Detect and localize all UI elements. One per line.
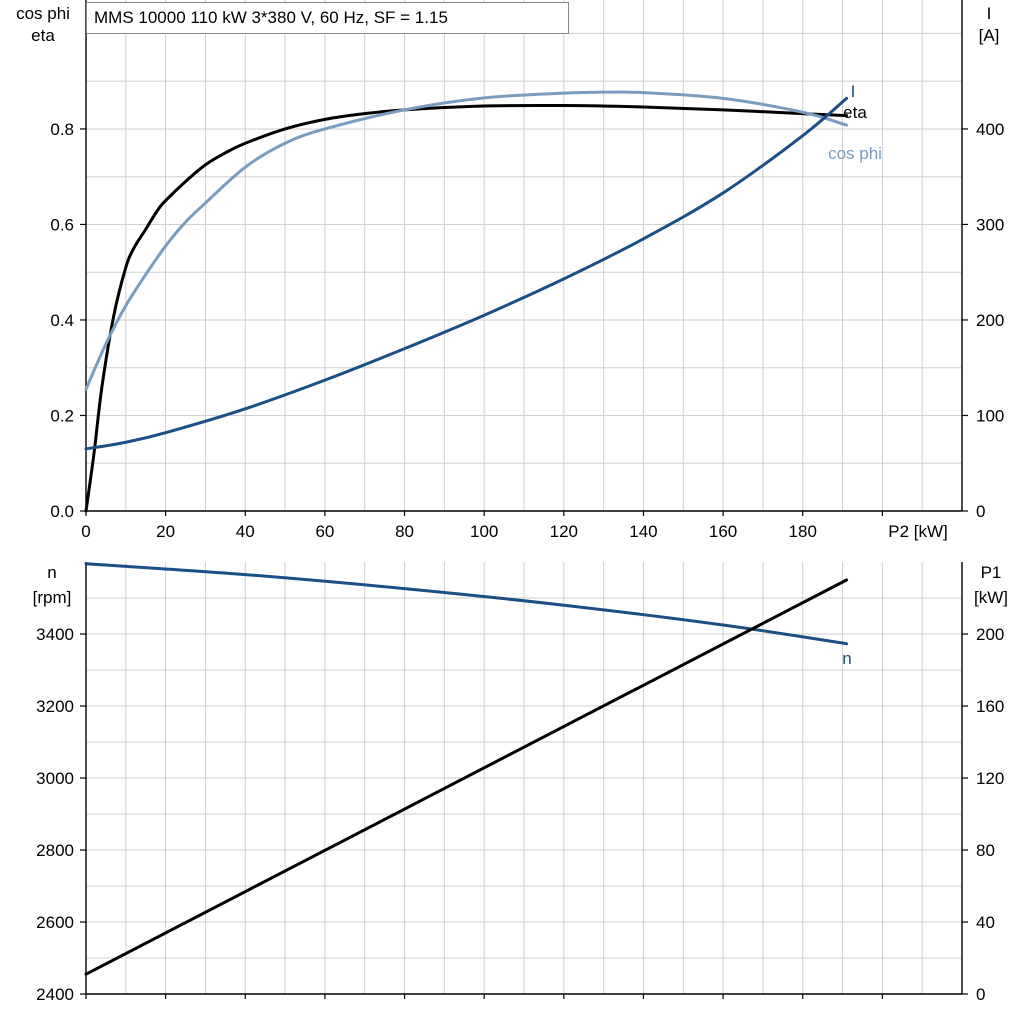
series-label-cos-phi: cos phi	[828, 144, 882, 163]
chart-title: MMS 10000 110 kW 3*380 V, 60 Hz, SF = 1.…	[94, 8, 448, 27]
left-tick-label: 3000	[36, 769, 74, 788]
top-chart: 0.0 0.2 0.4 0.6 0.8 0 100 200 300 400 0 20 40 60 80 100…	[16, 0, 1004, 541]
series-label-I: I	[851, 82, 856, 101]
right-tick-label: 100	[976, 406, 1004, 425]
right-tick-label: 0	[976, 502, 985, 521]
right-tick-label: 120	[976, 769, 1004, 788]
top-left-axis-title-line1: cos phi	[16, 4, 70, 23]
series-line-n	[84, 562, 849, 646]
bottom-series	[84, 562, 849, 976]
left-tick-label: 0.4	[50, 311, 74, 330]
top-grid	[86, 0, 963, 511]
right-tick-label: 200	[976, 625, 1004, 644]
bottom-ticks: 2400 2600 2800 3000 3200 3400 0 40 80 120 160 200	[36, 625, 1004, 1004]
x-tick-label: 180	[789, 522, 817, 541]
left-tick-label: 0.0	[50, 502, 74, 521]
right-tick-label: 80	[976, 841, 995, 860]
left-tick-label: 3200	[36, 697, 74, 716]
chart-title-box	[86, 2, 569, 34]
left-tick-label: 2400	[36, 985, 74, 1004]
series-label-n: n	[842, 649, 851, 668]
x-tick-label: 40	[236, 522, 255, 541]
top-axes	[85, 0, 963, 512]
right-tick-label: 160	[976, 697, 1004, 716]
top-ticks: 0.0 0.2 0.4 0.6 0.8 0 100 200 300 400 0 20 40 60 80 100…	[50, 120, 1004, 541]
right-tick-label: 40	[976, 913, 995, 932]
right-tick-label: 300	[976, 215, 1004, 234]
bottom-series-labels: n	[842, 649, 851, 668]
left-tick-label: 3400	[36, 625, 74, 644]
series-line-I	[84, 96, 849, 451]
bottom-chart: 2400 2600 2800 3000 3200 3400 0 40 80 120 160 200 n…	[33, 562, 1008, 1004]
bottom-left-axis-title-line2: [rpm]	[33, 588, 72, 607]
x-tick-label: 0	[81, 522, 90, 541]
left-tick-label: 0.2	[50, 406, 74, 425]
x-tick-label: 100	[470, 522, 498, 541]
x-tick-label: 160	[709, 522, 737, 541]
series-line-p1	[84, 578, 849, 976]
left-tick-label: 2600	[36, 913, 74, 932]
top-right-axis-title-line1: I	[987, 4, 992, 23]
x-tick-label: 140	[629, 522, 657, 541]
left-tick-label: 0.6	[50, 215, 74, 234]
x-tick-label: 120	[550, 522, 578, 541]
x-tick-label: 60	[315, 522, 334, 541]
series-line-cos-phi	[84, 90, 849, 391]
top-right-axis-title-line2: [A]	[979, 26, 1000, 45]
left-tick-label: 2800	[36, 841, 74, 860]
bottom-grid	[86, 562, 963, 994]
top-series-labels: eta cos phi I	[828, 82, 882, 163]
bottom-right-axis-title-line1: P1	[981, 563, 1002, 582]
bottom-left-axis-title-line1: n	[47, 563, 56, 582]
right-tick-label: 0	[976, 985, 985, 1004]
series-line-eta	[84, 103, 849, 513]
series-label-eta: eta	[843, 103, 867, 122]
top-x-axis-title: P2 [kW]	[888, 522, 948, 541]
right-tick-label: 200	[976, 311, 1004, 330]
left-tick-label: 0.8	[50, 120, 74, 139]
right-tick-label: 400	[976, 120, 1004, 139]
top-left-axis-title-line2: eta	[31, 26, 55, 45]
x-tick-label: 20	[156, 522, 175, 541]
x-tick-label: 80	[395, 522, 414, 541]
top-series	[84, 90, 849, 513]
bottom-right-axis-title-line2: [kW]	[974, 588, 1008, 607]
